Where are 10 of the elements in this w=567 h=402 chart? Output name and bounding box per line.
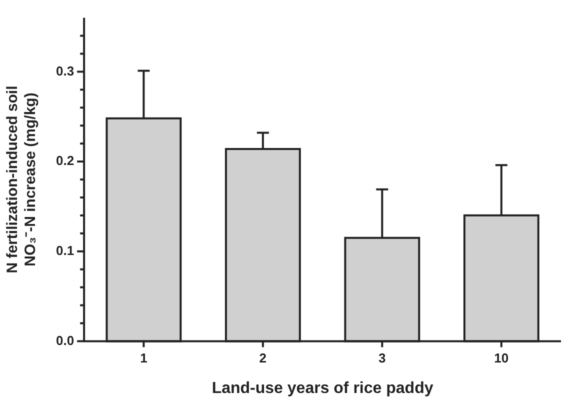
x-tick-label: 10 xyxy=(494,350,509,366)
y-axis-title: N fertilization-induced soil NO₃⁻-N increase (mg/kg) xyxy=(4,86,40,274)
x-axis-title: Land-use years of rice paddy xyxy=(212,380,434,397)
x-tick-label: 3 xyxy=(378,350,386,366)
y-tick-label: 0.0 xyxy=(56,332,74,348)
y-tick-label: 0.3 xyxy=(56,63,74,78)
y-tick-label: 0.1 xyxy=(56,242,74,258)
x-tick-label: 2 xyxy=(259,350,267,366)
y-tick-label: 0.2 xyxy=(56,153,74,168)
x-tick-label: 1 xyxy=(140,350,148,366)
